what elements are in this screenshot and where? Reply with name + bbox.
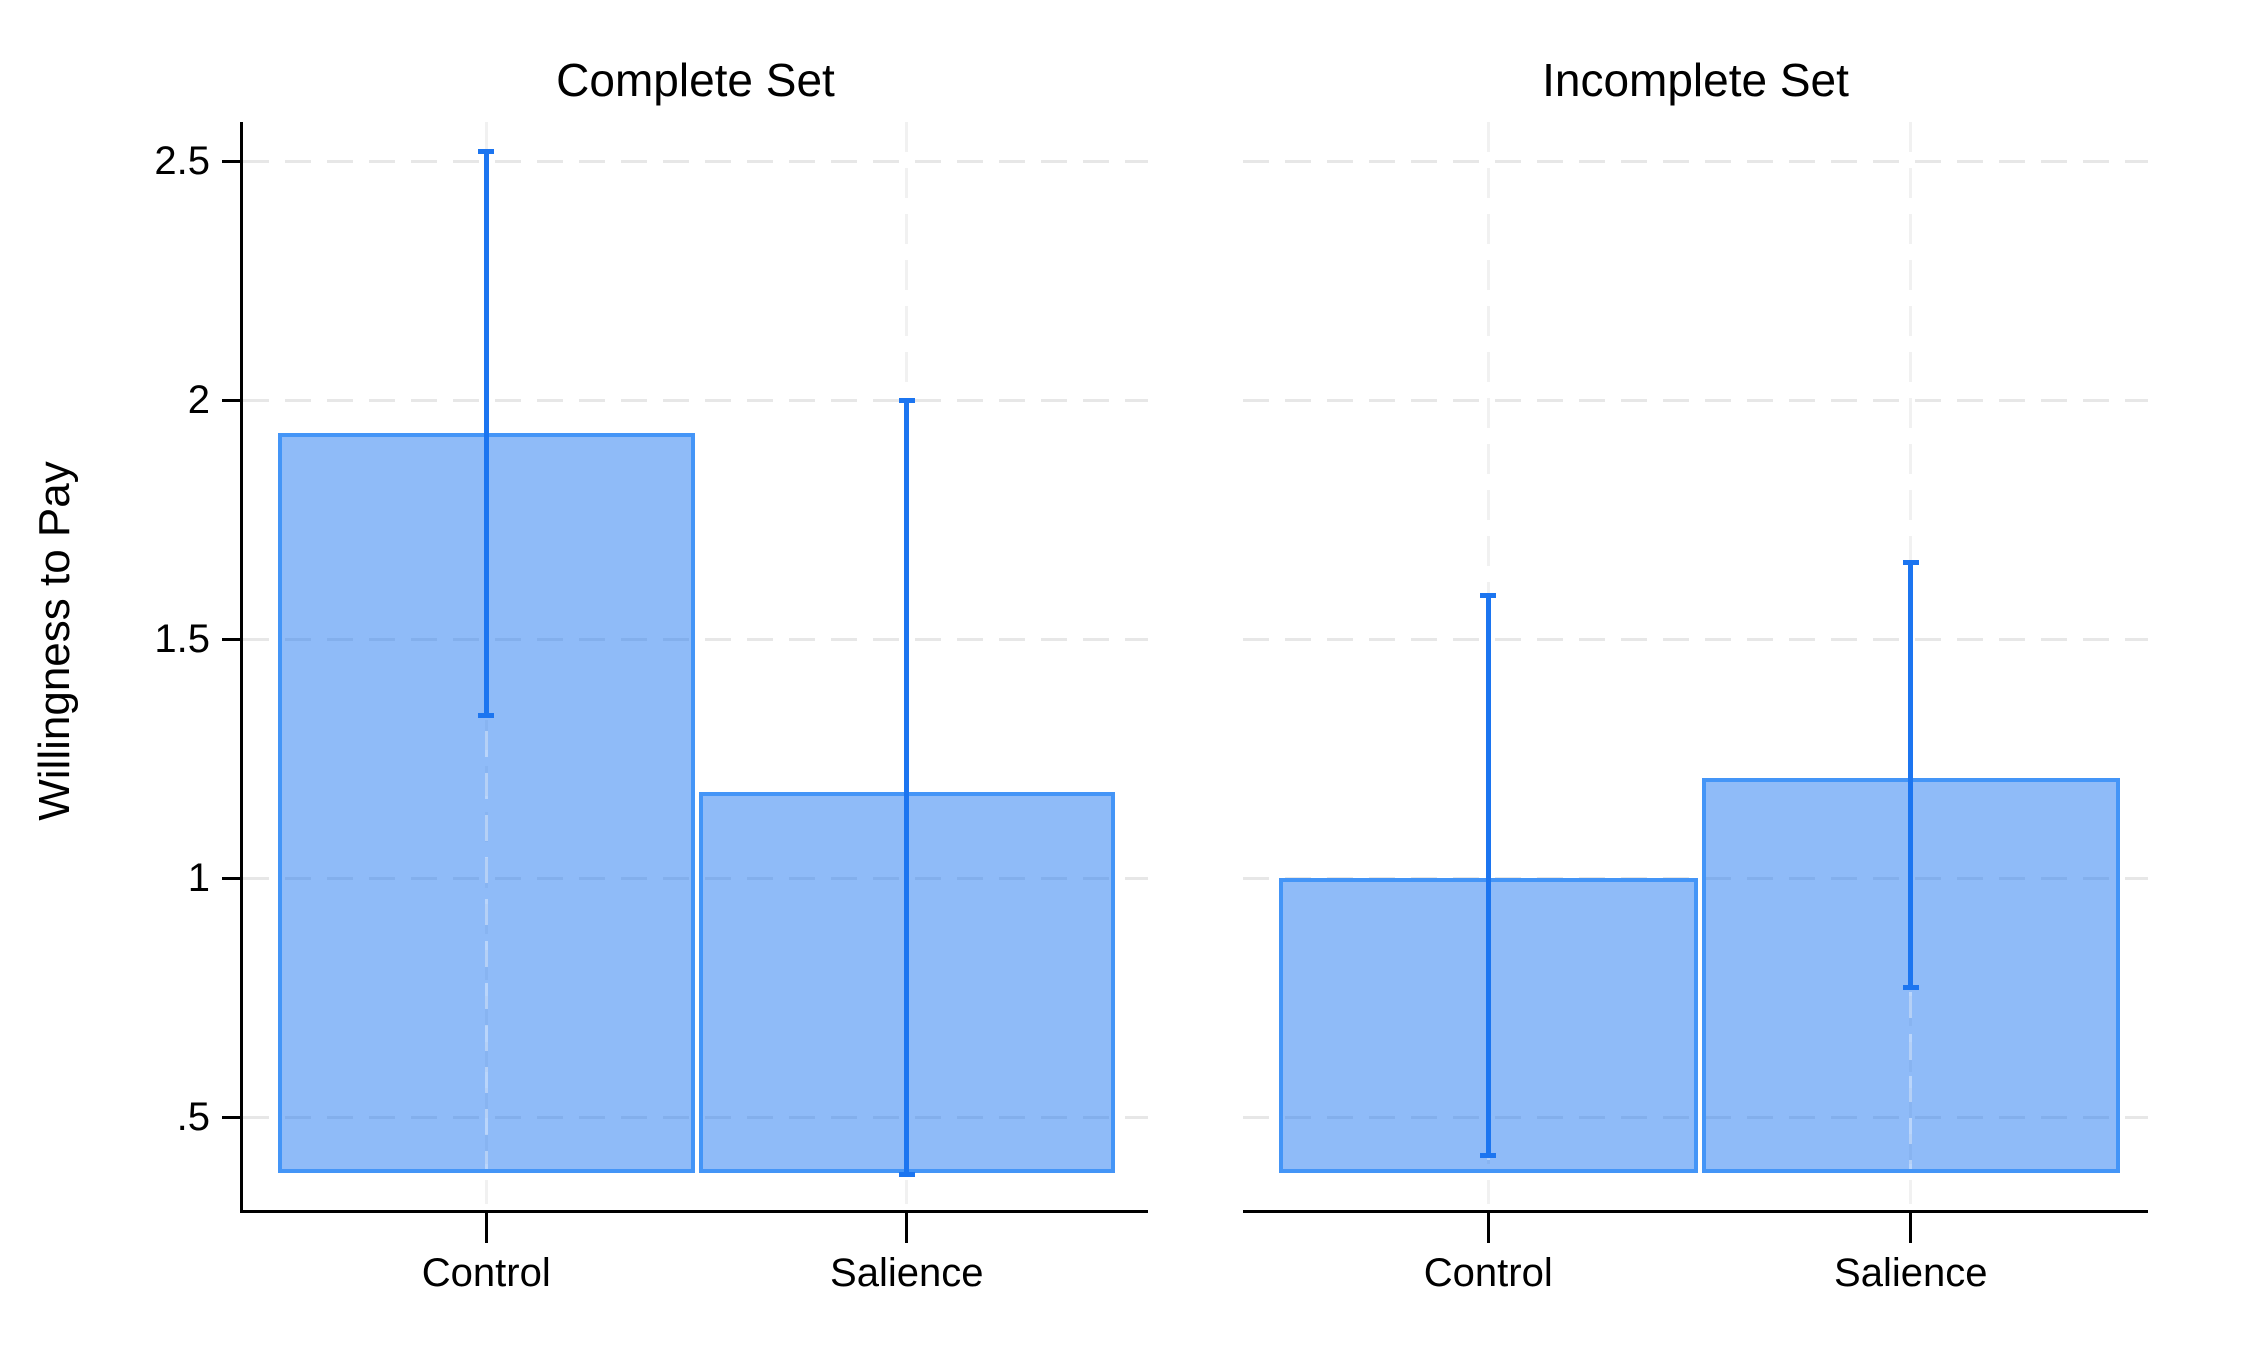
- x-category-label-incomplete-set-control: Control: [1423, 1251, 1553, 1295]
- gridline-y-2: [1243, 398, 2148, 402]
- y-tick-2: [222, 398, 240, 402]
- ci-line-complete-set-control: [483, 151, 489, 716]
- y-tick-label-1.5: 1.5: [154, 617, 210, 661]
- y-tick-1.5: [222, 637, 240, 641]
- ci-cap-top-complete-set-control: [478, 148, 495, 154]
- x-tick-complete-set-salience: [905, 1213, 909, 1243]
- gridline-y-1: [243, 876, 1148, 880]
- y-tick-label-2.5: 2.5: [154, 139, 210, 183]
- gridline-y-1.5: [1243, 637, 2148, 641]
- y-tick-1: [222, 876, 240, 880]
- x-category-label-incomplete-set-salience: Salience: [1834, 1251, 1988, 1295]
- gridline-y-1.5: [243, 637, 1148, 641]
- x-tick-incomplete-set-control: [1486, 1213, 1490, 1243]
- ci-cap-top-incomplete-set-salience: [1902, 560, 1919, 566]
- bar-centerline: [484, 437, 488, 1169]
- y-tick-label-0.5: .5: [176, 1095, 210, 1139]
- x-tick-complete-set-control: [484, 1213, 488, 1243]
- ci-cap-bottom-complete-set-salience: [898, 1171, 915, 1177]
- gridline-y-2.5: [243, 159, 1148, 163]
- ci-line-incomplete-set-control: [1485, 595, 1491, 1156]
- ci-line-complete-set-salience: [904, 400, 910, 1175]
- ci-cap-bottom-incomplete-set-salience: [1902, 985, 1919, 991]
- x-axis-incomplete-set: [1243, 1210, 2148, 1213]
- gridline-y-2: [243, 398, 1148, 402]
- gridline-y-0.5: [243, 1115, 1148, 1119]
- y-axis: [240, 122, 243, 1213]
- ci-cap-bottom-complete-set-control: [478, 712, 495, 718]
- y-tick-label-1: 1: [187, 856, 210, 900]
- x-axis-complete-set: [240, 1210, 1148, 1213]
- y-tick-0.5: [222, 1115, 240, 1119]
- x-tick-incomplete-set-salience: [1909, 1213, 1913, 1243]
- y-tick-2.5: [222, 159, 240, 163]
- x-category-label-complete-set-salience: Salience: [830, 1251, 984, 1295]
- ci-cap-bottom-incomplete-set-control: [1480, 1152, 1497, 1158]
- panel-title-incomplete-set: Incomplete Set: [1542, 54, 1849, 106]
- ci-line-incomplete-set-salience: [1908, 562, 1914, 988]
- bar-complete-set-control: [278, 433, 695, 1173]
- ci-cap-top-complete-set-salience: [898, 397, 915, 403]
- gridline-y-2.5: [1243, 159, 2148, 163]
- x-category-label-complete-set-control: Control: [421, 1251, 551, 1295]
- ci-cap-top-incomplete-set-control: [1480, 593, 1497, 599]
- panel-title-complete-set: Complete Set: [556, 54, 835, 106]
- y-tick-label-2: 2: [187, 378, 210, 422]
